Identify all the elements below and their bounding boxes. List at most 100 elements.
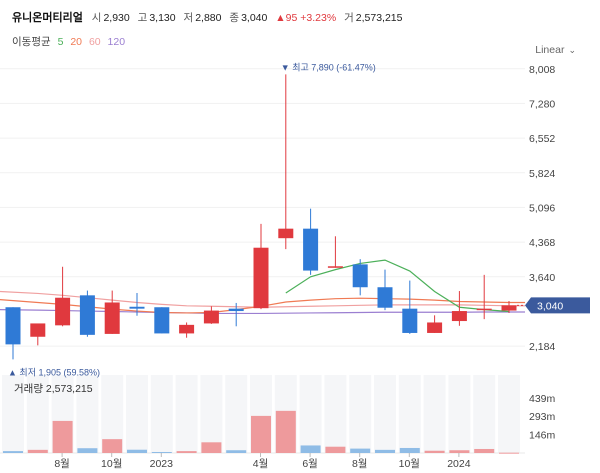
x-tick-label: 4월 <box>253 458 269 470</box>
candle-body <box>427 322 443 333</box>
volume-column-bg <box>76 375 99 453</box>
candle-body <box>451 311 467 322</box>
candle-body <box>327 266 343 268</box>
candle-body <box>79 295 95 335</box>
high-annotation: ▼ 최고 7,890 (-61.47%) <box>281 62 376 72</box>
volume-column-bg <box>324 375 347 453</box>
volume-bar <box>27 449 48 453</box>
x-tick-label: 10월 <box>399 458 420 470</box>
moving-average-legend: 이동평균 5 20 60 120 <box>12 34 129 49</box>
y-tick-label: 8,008 <box>529 64 555 76</box>
volume-bar <box>151 451 172 453</box>
volume-tick-label: 293m <box>529 411 556 423</box>
open-value: 2,930 <box>103 12 130 24</box>
volume-column-bg <box>126 375 148 453</box>
ma-60-legend[interactable]: 60 <box>88 36 101 48</box>
y-tick-label: 5,824 <box>529 168 555 180</box>
x-tick-label: 8월 <box>352 458 368 470</box>
volume-column-bg <box>349 375 372 453</box>
candle-body <box>303 228 319 271</box>
volume-column-bg <box>498 375 520 453</box>
candle-body <box>253 247 269 309</box>
x-tick-label: 8월 <box>54 458 70 470</box>
ma-20-line <box>0 297 525 314</box>
ma-20-legend[interactable]: 20 <box>70 36 83 48</box>
candle-body <box>179 324 195 334</box>
ma-120-line <box>0 309 525 315</box>
volume-label: 거 <box>344 12 354 24</box>
volume-bar <box>399 447 420 453</box>
volume-bar <box>3 451 23 453</box>
candle-body <box>278 228 294 239</box>
x-tick-label: 2024 <box>447 458 471 470</box>
y-tick-label: 7,280 <box>529 98 555 110</box>
y-tick-label: 5,096 <box>529 202 555 214</box>
candle-body <box>402 308 418 333</box>
ma-5-legend[interactable]: 5 <box>57 36 64 48</box>
candle-body <box>154 307 170 334</box>
ma-5-line <box>285 259 510 313</box>
volume-value: 2,573,215 <box>355 12 403 24</box>
y-tick-label: 3,640 <box>529 272 555 284</box>
stock-name: 유니온머티리얼 <box>12 12 83 24</box>
x-tick-label: 2023 <box>150 458 174 470</box>
candle-body <box>228 308 244 312</box>
volume-column-bg <box>200 375 223 453</box>
x-tick-label: 6월 <box>302 458 318 470</box>
y-tick-label: 2,184 <box>529 341 555 353</box>
close-label: 종 <box>229 12 240 24</box>
volume-chart-label: 거래량 2,573,215 <box>14 383 93 395</box>
chevron-down-icon: ⌄ <box>568 45 576 55</box>
candle-body <box>476 308 492 311</box>
candle-body <box>30 323 46 337</box>
price-header: 유니온머티리얼 시 2,930 고 3,130 저 2,880 종 3,040 ▲95 … <box>12 9 407 25</box>
scale-selector[interactable]: Linear ⌄ <box>535 44 576 56</box>
volume-bar <box>499 452 519 454</box>
change-value: ▲95 +3.23% <box>275 12 337 24</box>
volume-column-bg <box>374 375 396 453</box>
volume-bar <box>350 448 371 453</box>
current-price-badge <box>525 297 590 314</box>
candle-body <box>501 305 517 311</box>
open-label: 시 <box>91 12 102 24</box>
volume-bar <box>127 449 147 453</box>
candle-body <box>5 307 21 345</box>
candle-body <box>129 306 145 309</box>
volume-column-bg <box>398 375 421 453</box>
volume-tick-label: 439m <box>529 393 556 405</box>
volume-bar <box>449 450 470 453</box>
x-tick-label: 10월 <box>101 458 122 470</box>
volume-bar <box>275 410 296 453</box>
volume-column-bg <box>26 375 49 453</box>
candle-body <box>203 310 219 324</box>
volume-bar <box>325 446 346 453</box>
candle-body <box>55 297 71 326</box>
volume-bar <box>176 451 197 453</box>
volume-column-bg <box>225 375 248 453</box>
volume-bar <box>375 449 395 453</box>
ma-60-line <box>0 290 525 308</box>
current-price-label: 3,040 <box>537 300 563 312</box>
moving-average-label: 이동평균 <box>12 36 51 48</box>
y-tick-label: 6,552 <box>529 133 555 145</box>
y-tick-label: 4,368 <box>529 237 555 249</box>
volume-bar <box>424 450 445 453</box>
close-value: 3,040 <box>241 12 268 24</box>
low-label: 저 <box>183 12 194 24</box>
volume-column-bg <box>299 375 322 453</box>
volume-bar <box>77 448 98 453</box>
low-annotation: ▲ 최저 1,905 (59.58%) <box>8 367 100 377</box>
volume-column-bg <box>423 375 446 453</box>
volume-bar <box>52 420 73 453</box>
low-value: 2,880 <box>195 12 222 24</box>
ma-120-legend[interactable]: 120 <box>107 36 126 48</box>
scale-label: Linear <box>535 44 565 56</box>
volume-column-bg <box>473 375 496 453</box>
high-label: 고 <box>137 12 148 24</box>
candle-body <box>377 287 393 308</box>
candle-body <box>104 302 120 334</box>
candle-body <box>352 264 368 288</box>
volume-column-bg <box>150 375 173 453</box>
volume-tick-label: 146m <box>529 430 556 442</box>
